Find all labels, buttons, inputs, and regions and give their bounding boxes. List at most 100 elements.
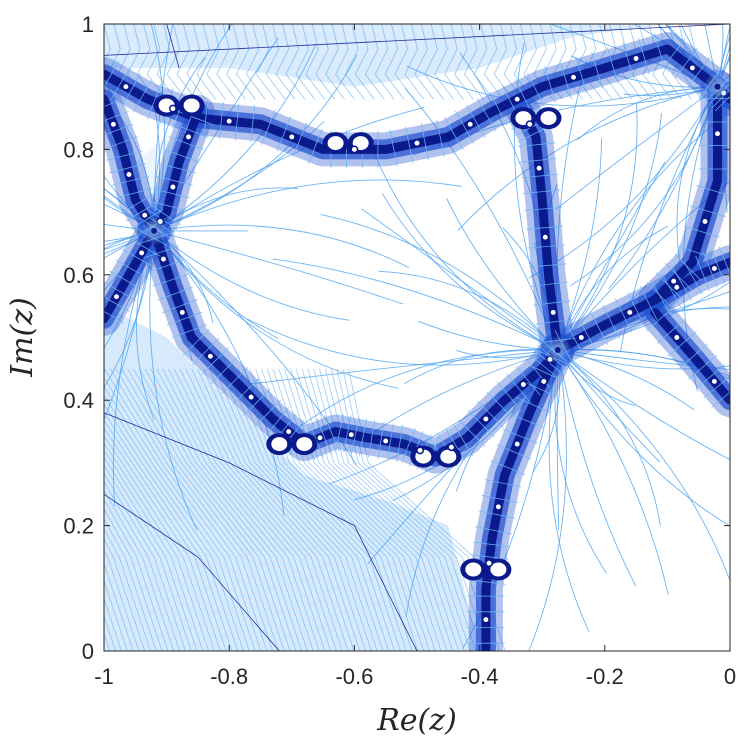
contour-line [261,109,276,146]
field-line [104,579,128,651]
contour-line [677,246,714,258]
field-line [483,24,504,100]
ray-line [104,230,155,246]
bulb-layer [109,54,728,624]
field-line [275,24,296,100]
field-line [136,24,157,100]
field-line [364,24,385,100]
band-dot [513,95,522,104]
contour-line [234,103,240,141]
field-line [186,24,207,100]
field-line [197,368,355,651]
contour-line [471,554,509,560]
ray-line [548,349,590,632]
band-dot [350,145,359,154]
field-line [104,498,169,651]
contour-line [162,299,198,314]
contour-line [173,123,209,138]
contour-line [324,415,340,451]
contour-line [115,259,149,279]
field-line [290,368,448,651]
ray-line [404,88,559,351]
band-dot [485,559,493,568]
contour-line [703,375,730,399]
ray-line [104,230,155,259]
ray-line [717,24,724,87]
field-line [208,368,366,651]
field-line [231,368,390,651]
band-dot [688,63,697,72]
band-dot [121,82,130,91]
contour-line [132,79,153,113]
contour-line [506,373,532,404]
contour-line [575,56,588,94]
band-dot [137,248,146,257]
ray-line [557,112,663,351]
contour-line [171,324,208,339]
contour-line [522,381,558,398]
field-line [191,368,349,651]
contour-line [121,248,155,269]
ray-line [153,230,404,305]
contour-line [149,200,187,211]
field-line [582,24,603,100]
contour-line [535,319,574,325]
ray-line [576,86,718,141]
contour-line [711,391,730,408]
band-dot [710,377,719,386]
contour-line [490,460,526,475]
field-line [255,24,276,100]
ray-line [457,86,718,231]
contour-line [638,37,650,75]
contour-line [614,298,633,333]
band-core [650,307,730,405]
contour-line [496,381,522,411]
contour-line [351,416,360,454]
contour-line [602,304,620,339]
contour-line [335,413,344,451]
ray-line [367,349,558,437]
contour-line [650,280,671,314]
ray-line [557,349,730,370]
bulb-center [296,437,313,452]
ray-line [557,349,730,582]
field-line [573,24,593,100]
field-line [104,538,146,651]
field-line [216,24,236,100]
contour-line [104,111,129,122]
junction-layer [140,72,730,364]
axis-ticks: -1 -0.8 -0.6 -0.4 -0.2 0 0 0.2 0.4 0.6 0.8 1 [63,12,736,689]
ray-line [557,281,730,351]
contour-line [646,281,674,309]
contour-line [475,526,513,535]
field-line [503,24,524,100]
ray-line [446,198,559,351]
band-dot [569,73,578,82]
field-line [354,24,375,100]
dark-field-curve [166,24,180,69]
field-line [133,368,291,651]
band-dot [625,308,634,317]
contour-line [522,189,561,194]
contour-line [386,423,394,461]
ray-line [104,230,155,421]
contour-line [496,444,532,460]
field-line [104,528,151,651]
x-tick-label: -0.8 [210,664,248,689]
contour-line [147,259,184,273]
contour-line [591,52,603,89]
band-dot [447,443,456,452]
ray-line [378,270,559,351]
field-line [104,481,180,651]
band-core [518,107,563,355]
ray-line [320,213,559,351]
contour-line [466,104,486,138]
contour-line [525,225,564,230]
field-line [168,368,326,651]
field-line [156,368,314,651]
ray-line [104,223,155,232]
bulb-center [540,111,557,126]
contour-line [714,95,730,112]
field-line [104,442,209,651]
